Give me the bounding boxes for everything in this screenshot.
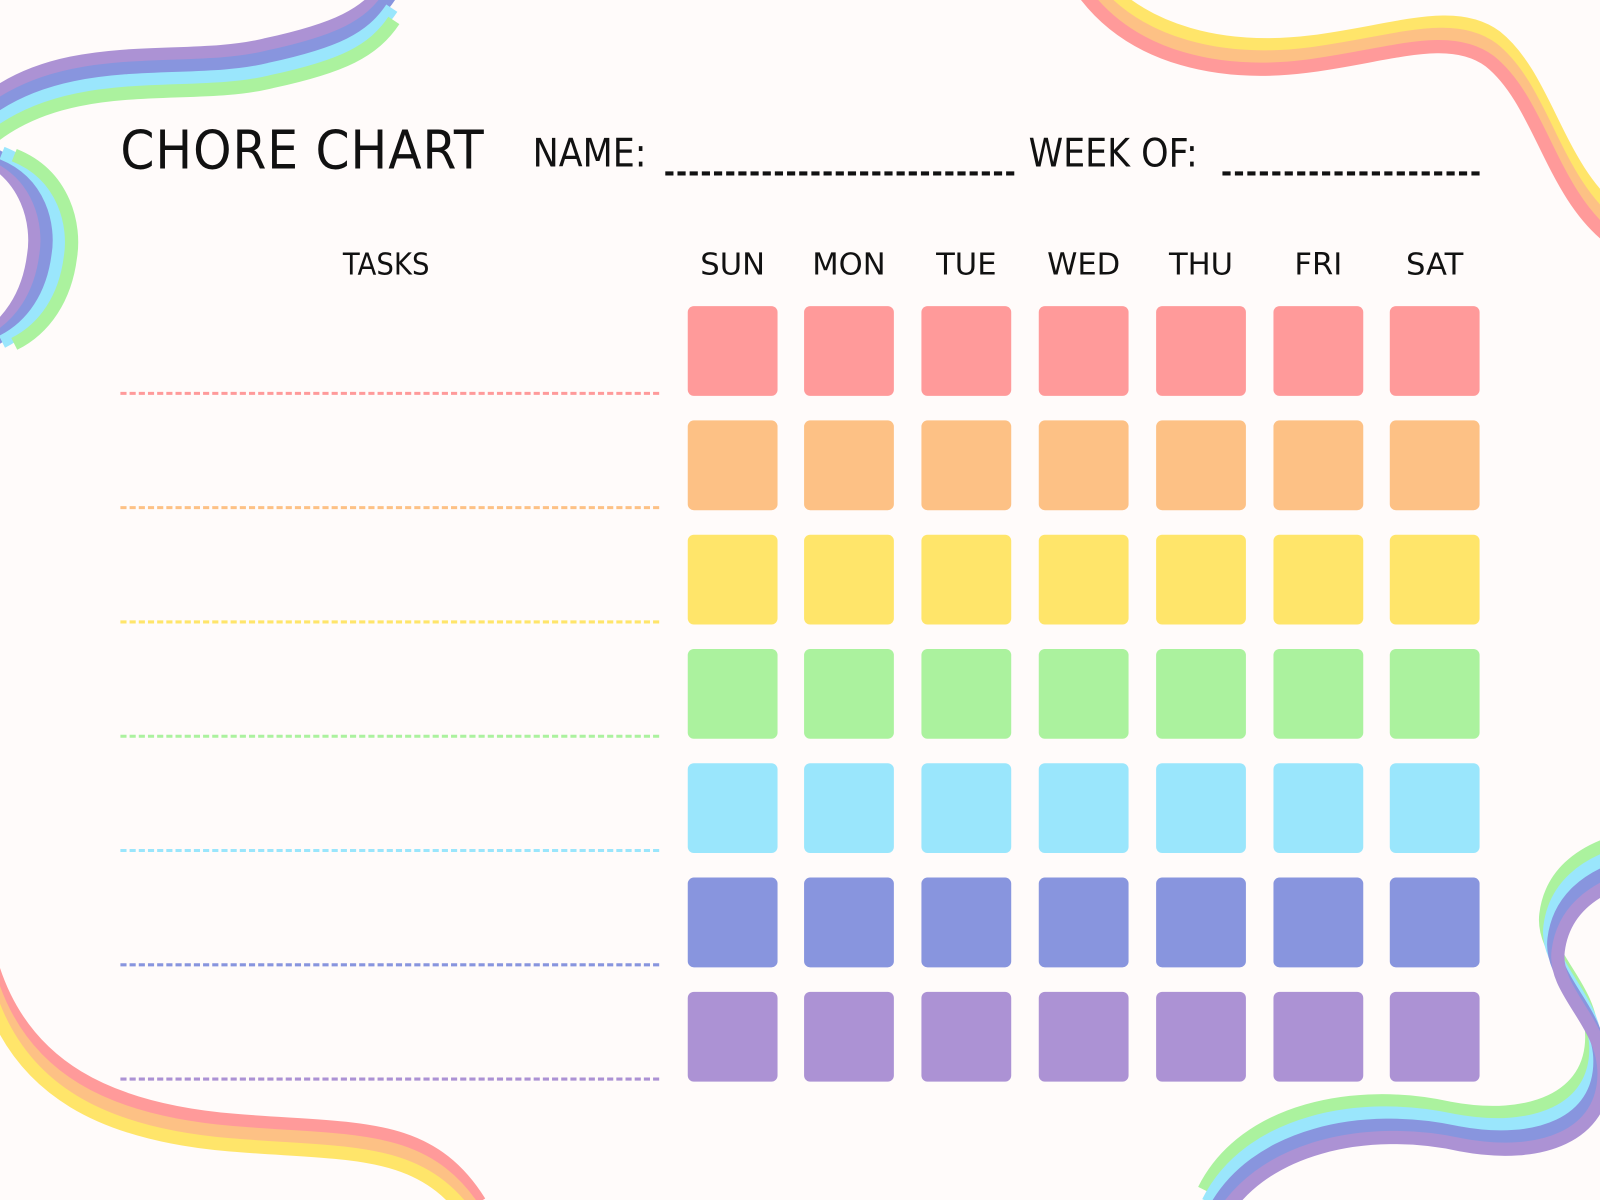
task-line-6[interactable] [120, 963, 660, 967]
rainbow-bottom-right [1198, 840, 1600, 1200]
checkbox-row1-thu[interactable] [1156, 306, 1246, 396]
checkbox-row6-sun[interactable] [687, 877, 778, 968]
checkbox-row5-fri[interactable] [1273, 763, 1364, 854]
checkbox-row2-sun[interactable] [687, 420, 778, 511]
day-header-tue: TUE [936, 246, 997, 283]
checkbox-row2-wed[interactable] [1038, 420, 1129, 511]
checkbox-row1-wed[interactable] [1038, 306, 1129, 396]
checkbox-row5-sat[interactable] [1389, 763, 1480, 854]
checkbox-row6-wed[interactable] [1038, 877, 1129, 968]
name-label: NAME: [532, 130, 647, 176]
task-line-3[interactable] [120, 620, 660, 624]
page-title: CHORE CHART [120, 120, 485, 182]
rainbow-bottom-left [0, 967, 486, 1200]
checkbox-row4-sat[interactable] [1389, 648, 1480, 739]
week-of-label: WEEK OF: [1028, 130, 1198, 176]
day-header-sun: SUN [700, 246, 766, 283]
checkbox-row3-sat[interactable] [1389, 534, 1480, 625]
checkbox-row2-mon[interactable] [804, 420, 894, 511]
checkbox-row5-mon[interactable] [804, 763, 894, 854]
checkbox-row1-fri[interactable] [1273, 306, 1364, 396]
checkbox-row1-mon[interactable] [804, 306, 894, 396]
checkbox-row3-fri[interactable] [1273, 534, 1364, 625]
day-header-fri: FRI [1294, 246, 1343, 283]
checkbox-row4-wed[interactable] [1038, 648, 1129, 739]
checkbox-row2-fri[interactable] [1273, 420, 1364, 511]
checkbox-row1-tue[interactable] [921, 306, 1012, 396]
checkbox-row4-thu[interactable] [1156, 648, 1246, 739]
checkbox-row7-thu[interactable] [1156, 991, 1246, 1082]
task-line-4[interactable] [120, 734, 660, 738]
rainbow-top-right [1081, 0, 1600, 239]
checkbox-row7-mon[interactable] [804, 991, 894, 1082]
day-header-wed: WED [1047, 246, 1121, 283]
checkbox-row7-sun[interactable] [687, 991, 778, 1082]
task-line-5[interactable] [120, 848, 660, 853]
checkbox-row6-fri[interactable] [1273, 877, 1364, 968]
checkbox-row6-thu[interactable] [1156, 877, 1246, 968]
day-header-thu: THU [1168, 246, 1234, 283]
checkbox-row6-tue[interactable] [921, 877, 1012, 968]
tasks-header: TASKS [342, 246, 430, 283]
checkbox-row4-mon[interactable] [804, 648, 894, 739]
checkbox-row3-wed[interactable] [1038, 534, 1129, 625]
checkbox-row7-tue[interactable] [921, 991, 1012, 1082]
task-line-2[interactable] [120, 506, 660, 510]
checkbox-row6-sat[interactable] [1389, 877, 1480, 968]
rainbow-top-left [0, 0, 400, 141]
rainbow-left-loop [0, 146, 79, 350]
task-line-7[interactable] [120, 1077, 660, 1081]
day-header-sat: SAT [1406, 246, 1464, 283]
checkbox-row3-mon[interactable] [804, 534, 894, 625]
checkbox-row7-sat[interactable] [1389, 991, 1480, 1082]
checkbox-row5-wed[interactable] [1038, 763, 1129, 854]
checkbox-row5-thu[interactable] [1156, 763, 1246, 854]
checkbox-row5-sun[interactable] [687, 763, 778, 854]
checkbox-row2-tue[interactable] [921, 420, 1012, 511]
checkbox-row2-sat[interactable] [1389, 420, 1480, 511]
checkbox-row4-fri[interactable] [1273, 648, 1364, 739]
checkbox-row5-tue[interactable] [921, 763, 1012, 854]
checkbox-row4-sun[interactable] [687, 648, 778, 739]
checkbox-row3-thu[interactable] [1156, 534, 1246, 625]
checkbox-row3-sun[interactable] [687, 534, 778, 625]
checkbox-row4-tue[interactable] [921, 648, 1012, 739]
checkbox-row1-sun[interactable] [687, 306, 778, 396]
checkbox-row1-sat[interactable] [1389, 306, 1480, 396]
checkbox-row3-tue[interactable] [921, 534, 1012, 625]
checkbox-row7-fri[interactable] [1273, 991, 1364, 1082]
day-header-mon: MON [812, 246, 886, 283]
name-blank-field[interactable] [665, 171, 1015, 176]
checkbox-row2-thu[interactable] [1156, 420, 1246, 511]
week-of-blank-field[interactable] [1222, 171, 1480, 176]
checkbox-row7-wed[interactable] [1038, 991, 1129, 1082]
task-line-1[interactable] [120, 391, 660, 395]
checkbox-row6-mon[interactable] [804, 877, 894, 968]
